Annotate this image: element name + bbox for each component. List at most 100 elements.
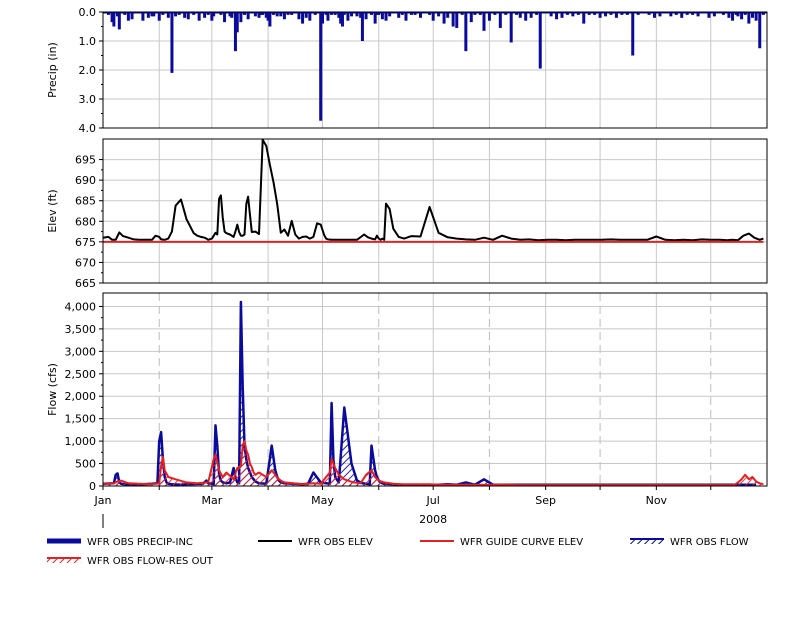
precip-bar: [451, 12, 455, 27]
precip-bar: [264, 12, 268, 18]
y-tick-label-elev: 690: [75, 174, 96, 187]
precip-bar: [549, 12, 553, 17]
y-tick-label-precip: 1.0: [79, 35, 97, 48]
y-tick-label-flow: 3,500: [65, 323, 97, 336]
precip-bar: [308, 12, 312, 21]
legend-swatch: [47, 558, 81, 563]
precip-bar: [359, 12, 363, 18]
precip-bar: [257, 12, 261, 18]
y-tick-label-flow: 1,000: [65, 435, 97, 448]
precip-bar: [538, 12, 542, 69]
precip-bar: [455, 12, 459, 28]
precip-bar: [571, 12, 575, 17]
y-tick-label-flow: 500: [75, 458, 96, 471]
precip-bar: [203, 12, 207, 18]
precip-bar: [727, 12, 731, 18]
precip-bar: [112, 12, 116, 27]
x-tick-label: Nov: [646, 494, 668, 507]
precip-bar: [446, 12, 450, 18]
precip-bar: [337, 12, 341, 18]
precip-bar: [418, 12, 422, 18]
precip-bar: [355, 12, 359, 17]
precip-bar: [364, 12, 368, 20]
legend-item: WFR OBS FLOW: [630, 537, 749, 548]
legend-item: WFR GUIDE CURVE ELEV: [420, 537, 583, 548]
precip-bars: [103, 11, 767, 121]
precip-bar: [141, 12, 145, 21]
legend-item: WFR OBS FLOW-RES OUT: [47, 556, 214, 567]
precip-bar: [604, 12, 608, 17]
precip-bar: [279, 12, 283, 17]
legend-item: WFR OBS PRECIP-INC: [47, 537, 193, 548]
x-tick-label: Jan: [94, 494, 112, 507]
x-tick-label: Jul: [426, 494, 440, 507]
precip-bar: [126, 12, 130, 21]
precip-bar: [404, 12, 408, 21]
precip-bar: [117, 12, 121, 30]
precip-bar: [282, 12, 286, 20]
precip-bar: [555, 12, 559, 20]
y-tick-label-elev: 670: [75, 256, 96, 269]
precip-bar: [614, 12, 618, 18]
y-axis-label-elev: Elev (ft): [46, 189, 59, 232]
precip-bar: [319, 12, 323, 121]
y-tick-label-flow: 4,000: [65, 300, 97, 313]
legend-label: WFR OBS PRECIP-INC: [87, 537, 193, 548]
precip-bar: [509, 12, 513, 43]
flow-line-1: [102, 440, 764, 487]
precip-bar: [388, 12, 392, 17]
precip-bar: [397, 12, 401, 18]
precip-bar: [529, 12, 533, 18]
legend-label: WFR OBS ELEV: [298, 537, 373, 548]
y-tick-label-elev: 665: [75, 277, 96, 290]
precip-bar: [498, 12, 502, 28]
y-tick-label-flow: 0: [89, 480, 96, 493]
precip-bar: [582, 12, 586, 24]
precip-bar: [750, 12, 754, 18]
precip-bar: [707, 12, 711, 18]
precip-bar: [150, 12, 154, 17]
y-tick-label-flow: 3,000: [65, 345, 97, 358]
precip-bar: [373, 12, 377, 24]
precip-bar: [431, 12, 435, 21]
y-tick-label-elev: 680: [75, 215, 96, 228]
y-tick-label-precip: 0.0: [79, 6, 97, 19]
precip-bar: [239, 12, 243, 23]
precip-bar: [758, 12, 762, 49]
y-tick-label-elev: 685: [75, 195, 96, 208]
precip-bar: [442, 12, 446, 24]
x-tick-label: Mar: [201, 494, 222, 507]
y-tick-label-flow: 2,500: [65, 368, 97, 381]
precip-bar: [246, 12, 250, 20]
precip-bar: [653, 12, 657, 18]
legend-label: WFR GUIDE CURVE ELEV: [460, 537, 583, 548]
precip-bar: [233, 12, 237, 52]
precip-bar: [170, 12, 174, 73]
legend-swatch: [630, 539, 664, 544]
precip-bar: [183, 12, 187, 18]
precip-bar: [712, 12, 716, 17]
precip-bar: [384, 12, 388, 21]
precip-bar: [304, 12, 308, 18]
precip-bar: [487, 12, 491, 21]
precip-bar: [210, 12, 214, 21]
panel-frame-flow: [102, 292, 768, 487]
y-tick-label-elev: 695: [75, 154, 96, 167]
x-axis-year-label: 2008: [419, 513, 447, 526]
precip-bar: [268, 12, 272, 27]
precip-bar: [340, 12, 344, 27]
precip-bar: [301, 12, 305, 24]
precip-bar: [469, 12, 473, 23]
precip-bar: [731, 12, 735, 21]
precip-bar: [740, 12, 744, 20]
panel-frame-precip: [102, 11, 768, 129]
precip-bar: [228, 12, 232, 17]
precip-bar: [230, 12, 234, 18]
precip-bar: [560, 12, 564, 18]
precip-bar: [464, 12, 468, 52]
precip-bar: [754, 12, 758, 21]
precip-bar: [360, 12, 364, 41]
precip-bar: [339, 12, 343, 24]
